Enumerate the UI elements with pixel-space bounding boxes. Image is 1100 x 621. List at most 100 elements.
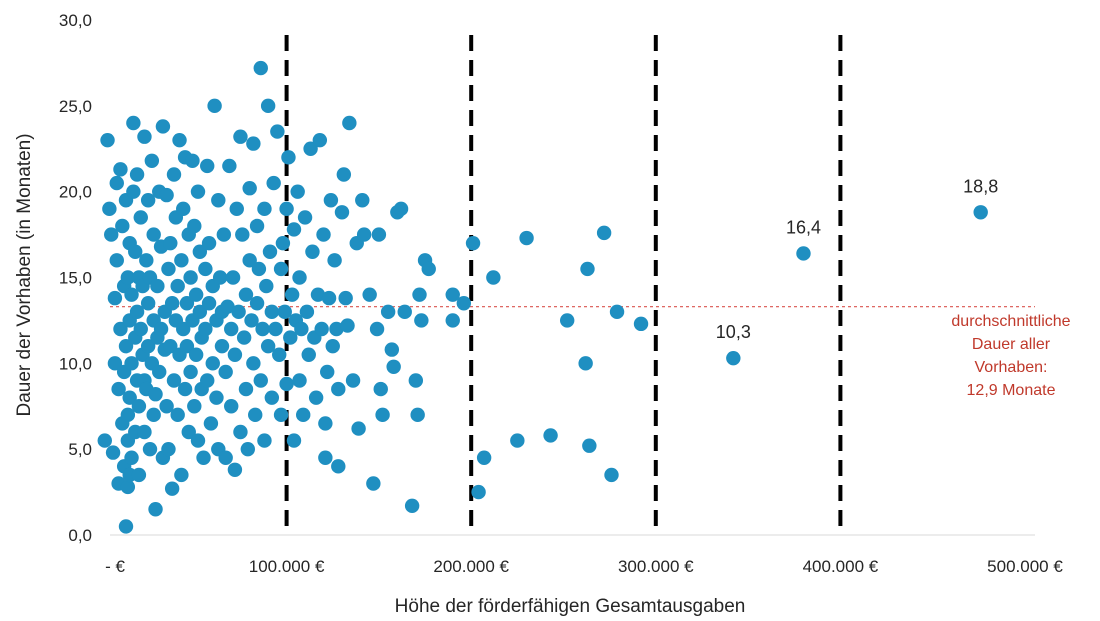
data-point bbox=[726, 350, 741, 366]
data-point bbox=[296, 407, 311, 423]
data-point bbox=[155, 119, 171, 134]
data-point bbox=[152, 364, 167, 380]
y-tick-label: 20,0 bbox=[59, 183, 92, 202]
data-point bbox=[260, 338, 276, 354]
data-point bbox=[131, 467, 147, 483]
data-point bbox=[107, 356, 123, 371]
data-point bbox=[342, 115, 357, 131]
data-point bbox=[559, 313, 575, 328]
data-point bbox=[100, 132, 115, 148]
data-point bbox=[107, 290, 123, 306]
data-point bbox=[272, 347, 287, 362]
data-point bbox=[140, 338, 156, 354]
x-tick-label: 300.000 € bbox=[618, 557, 694, 576]
data-point bbox=[257, 433, 272, 448]
data-point bbox=[327, 253, 342, 268]
data-point bbox=[253, 373, 268, 388]
data-point bbox=[465, 235, 481, 251]
data-point bbox=[305, 244, 320, 259]
data-point bbox=[375, 407, 390, 423]
data-point bbox=[176, 201, 191, 217]
data-point bbox=[286, 222, 302, 237]
data-point bbox=[308, 390, 324, 405]
data-point bbox=[115, 218, 130, 234]
data-point bbox=[124, 450, 139, 465]
data-point bbox=[161, 261, 176, 277]
data-point bbox=[582, 438, 597, 453]
data-point bbox=[259, 278, 274, 294]
data-point bbox=[128, 244, 143, 259]
data-point bbox=[203, 416, 219, 431]
x-tick-label: 500.000 € bbox=[987, 557, 1063, 576]
data-point bbox=[113, 162, 128, 177]
data-point bbox=[386, 359, 401, 374]
data-point bbox=[102, 201, 117, 217]
data-point bbox=[318, 416, 333, 431]
data-point bbox=[248, 407, 263, 423]
data-point bbox=[139, 253, 154, 268]
data-point bbox=[384, 342, 400, 357]
data-point bbox=[609, 304, 625, 320]
data-point bbox=[109, 253, 124, 268]
data-point bbox=[126, 115, 141, 131]
x-tick-label: - € bbox=[105, 557, 125, 576]
data-point bbox=[273, 261, 289, 277]
data-point bbox=[131, 399, 147, 414]
data-point bbox=[316, 227, 331, 242]
data-point bbox=[227, 347, 243, 362]
average-label-line: Vorhaben: bbox=[975, 359, 1048, 376]
data-point bbox=[212, 270, 228, 285]
data-point bbox=[172, 132, 187, 148]
data-point bbox=[257, 201, 272, 217]
data-point bbox=[294, 321, 309, 337]
data-point bbox=[249, 218, 265, 234]
data-point bbox=[192, 244, 208, 259]
data-point bbox=[275, 235, 291, 251]
data-point bbox=[796, 246, 811, 261]
data-point bbox=[329, 321, 344, 337]
y-tick-label: 0,0 bbox=[68, 526, 92, 545]
data-point bbox=[421, 261, 436, 277]
data-point bbox=[351, 421, 366, 436]
y-tick-label: 10,0 bbox=[59, 354, 92, 373]
data-point bbox=[325, 338, 340, 354]
data-point bbox=[331, 459, 346, 474]
data-point bbox=[543, 428, 558, 443]
data-point bbox=[301, 347, 316, 362]
data-point bbox=[408, 373, 424, 388]
data-point bbox=[120, 407, 136, 423]
data-point bbox=[270, 124, 285, 139]
data-point bbox=[242, 181, 257, 196]
data-point bbox=[161, 441, 176, 457]
data-point bbox=[229, 201, 244, 217]
data-point bbox=[174, 253, 189, 268]
data-point bbox=[124, 356, 139, 371]
data-point bbox=[262, 244, 278, 259]
y-tick-label: 25,0 bbox=[59, 97, 92, 116]
data-point bbox=[369, 321, 385, 337]
data-point bbox=[299, 304, 315, 320]
data-point bbox=[109, 175, 124, 191]
data-point bbox=[170, 407, 185, 423]
data-point bbox=[519, 230, 534, 246]
data-point bbox=[397, 304, 412, 320]
y-tick-label: 30,0 bbox=[59, 11, 92, 30]
data-point bbox=[201, 235, 217, 251]
data-point bbox=[251, 261, 267, 277]
data-point bbox=[207, 98, 222, 114]
data-point bbox=[201, 296, 217, 311]
data-point bbox=[314, 321, 329, 337]
data-point bbox=[150, 278, 165, 294]
data-point bbox=[510, 433, 525, 448]
data-point bbox=[179, 296, 195, 311]
data-point bbox=[185, 153, 200, 168]
data-point bbox=[104, 227, 119, 242]
data-point bbox=[393, 201, 409, 217]
data-point bbox=[240, 441, 256, 457]
x-tick-label: 100.000 € bbox=[249, 557, 325, 576]
data-point bbox=[209, 390, 224, 405]
data-point bbox=[224, 399, 239, 414]
data-point bbox=[159, 399, 174, 414]
data-point bbox=[218, 364, 233, 380]
data-point bbox=[220, 299, 235, 314]
